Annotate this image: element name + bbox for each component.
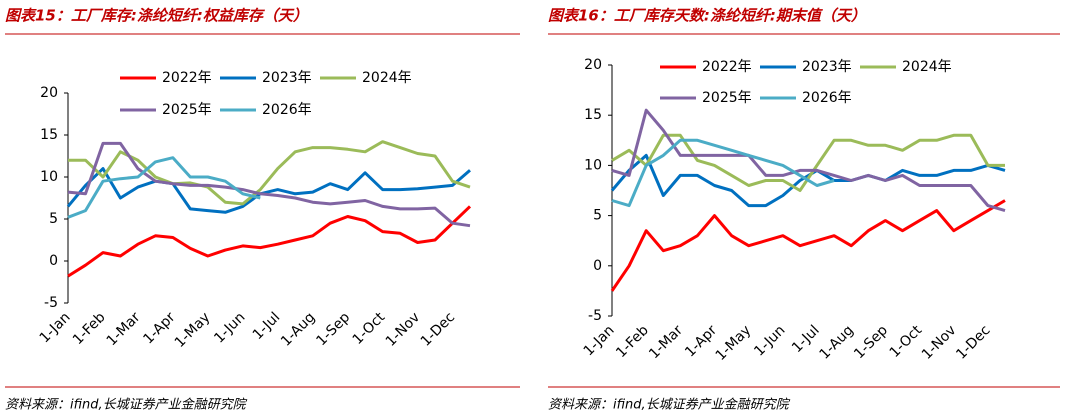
y-tick-label: 20	[40, 85, 58, 101]
legend-label: 2026年	[262, 102, 312, 118]
y-tick-label: 5	[49, 211, 58, 227]
y-tick-label: 0	[49, 253, 58, 269]
x-tick-label: 1-Oct	[350, 309, 389, 348]
y-tick-label: -5	[44, 295, 58, 311]
x-tick-label: 1-Dec	[418, 309, 458, 349]
series-line	[611, 133, 1005, 192]
series-line	[66, 167, 471, 214]
legend-label: 2022年	[162, 70, 212, 86]
x-tick-label: 1-Mar	[646, 322, 686, 362]
x-tick-label: 1-May	[713, 322, 755, 364]
legend-label: 2024年	[362, 70, 412, 86]
y-tick-label: 10	[584, 157, 602, 173]
chart-title: 图表15：工厂库存:涤纶短纤:权益库存（天）	[5, 7, 308, 25]
x-tick-label: 1-Nov	[383, 309, 424, 350]
x-tick-label: 1-Aug	[278, 309, 318, 349]
y-tick-label: 20	[584, 57, 602, 73]
x-tick-label: 1-Sep	[313, 309, 353, 349]
legend-label: 2023年	[802, 59, 852, 75]
series-line	[611, 138, 835, 208]
y-tick-label: 10	[40, 169, 58, 185]
x-tick-label: 1-Feb	[613, 322, 652, 361]
series-line	[67, 205, 472, 278]
x-tick-label: 1-Nov	[919, 322, 960, 363]
x-tick-label: 1-Feb	[70, 309, 109, 348]
y-tick-label: 15	[40, 127, 58, 143]
x-tick-label: 1-Jun	[211, 309, 248, 346]
x-tick-label: 1-Jan	[37, 309, 74, 346]
legend-label: 2022年	[702, 59, 752, 75]
series-line	[68, 140, 471, 206]
y-tick-label: 15	[584, 107, 602, 123]
legend-label: 2023年	[262, 70, 312, 86]
y-tick-label: 0	[593, 258, 602, 274]
series-line	[611, 108, 1006, 213]
x-tick-label: 1-Aug	[817, 322, 857, 362]
legend-label: 2026年	[802, 90, 852, 106]
series-line	[67, 141, 471, 228]
x-tick-label: 1-Dec	[953, 322, 993, 362]
x-tick-label: 1-Sep	[851, 322, 891, 362]
legend-label: 2025年	[162, 102, 212, 118]
chart-title: 图表16：工厂库存天数:涤纶短纤:期末值（天）	[548, 7, 866, 25]
source-note: 资料来源：ifind,长城证券产业金融研究院	[548, 397, 791, 413]
legend-label: 2024年	[902, 59, 952, 75]
x-tick-label: 1-Jan	[581, 322, 618, 359]
legend-label: 2025年	[702, 90, 752, 106]
x-tick-label: 1-Oct	[887, 322, 926, 361]
x-tick-label: 1-May	[172, 309, 214, 351]
x-tick-label: 1-Mar	[104, 309, 144, 349]
series-line	[610, 199, 1006, 292]
y-tick-label: 5	[593, 208, 602, 224]
x-tick-label: 1-Jun	[751, 322, 788, 359]
source-note: 资料来源：ifind,长城证券产业金融研究院	[5, 397, 248, 413]
series-line	[67, 156, 261, 219]
y-tick-label: -5	[588, 308, 602, 324]
